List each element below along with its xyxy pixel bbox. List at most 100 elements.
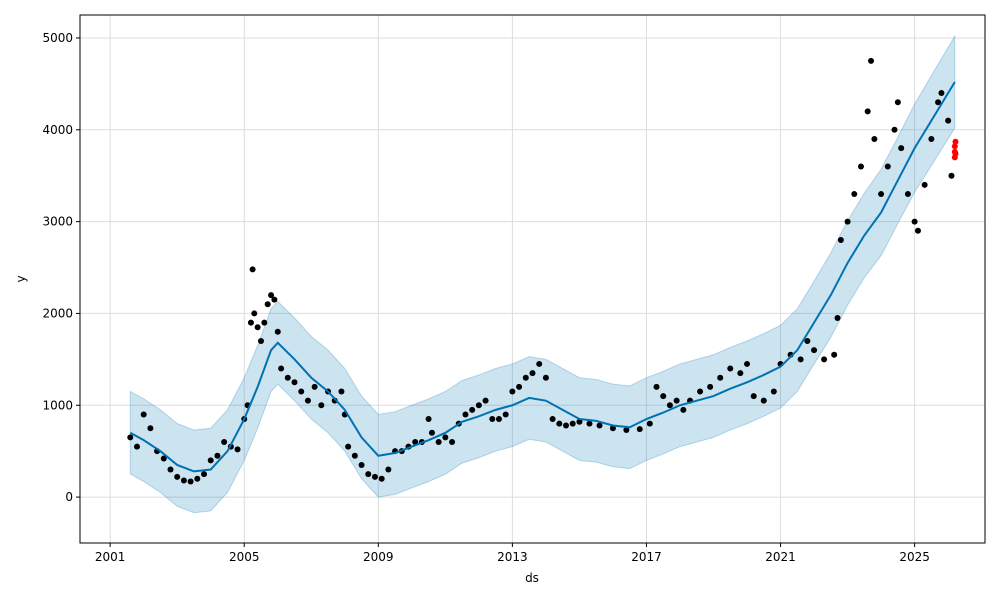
observed-point <box>569 420 576 427</box>
observed-point <box>697 388 704 395</box>
observed-point <box>760 397 767 404</box>
observed-point <box>914 227 921 234</box>
observed-point <box>365 471 372 478</box>
observed-point <box>938 90 945 97</box>
uncertainty-band <box>129 34 956 514</box>
observed-point <box>425 416 432 423</box>
observed-point <box>744 360 751 367</box>
forecast-line <box>129 81 956 473</box>
observed-point <box>797 356 804 363</box>
observed-point <box>442 434 449 441</box>
observed-point <box>502 411 509 418</box>
observed-point <box>529 370 536 377</box>
observed-point <box>180 477 187 484</box>
observed-point <box>750 393 757 400</box>
observed-point <box>737 370 744 377</box>
test-point <box>951 143 958 150</box>
observed-point <box>837 236 844 243</box>
observed-point <box>351 452 358 459</box>
observed-point <box>891 126 898 133</box>
observed-point <box>857 163 864 170</box>
observed-point <box>495 416 502 423</box>
observed-point <box>234 446 241 453</box>
x-axis: 2001 2005 2009 2013 2017 2021 2025 <box>95 543 930 564</box>
x-tick-label: 2001 <box>95 550 126 564</box>
observed-point <box>871 135 878 142</box>
observed-point <box>378 475 385 482</box>
observed-point <box>851 191 858 198</box>
observed-point <box>864 108 871 115</box>
observed-point <box>249 266 256 273</box>
plot-frame <box>79 14 986 544</box>
observed-point <box>673 397 680 404</box>
observed-point <box>304 397 311 404</box>
observed-point <box>462 411 469 418</box>
observed-point <box>311 383 318 390</box>
observed-point <box>251 310 258 317</box>
observed-point <box>542 374 549 381</box>
observed-point <box>646 420 653 427</box>
observed-point <box>576 418 583 425</box>
observed-point <box>207 457 214 464</box>
observed-point <box>707 383 714 390</box>
observed-point <box>928 135 935 142</box>
observed-point <box>428 429 435 436</box>
observed-point <box>868 57 875 64</box>
y-axis: 0 1000 2000 3000 4000 5000 <box>42 31 80 504</box>
observed-point <box>549 416 556 423</box>
observed-point <box>680 406 687 413</box>
observed-point <box>194 475 201 482</box>
observed-point <box>636 426 643 433</box>
observed-point <box>666 402 673 409</box>
observed-point <box>271 296 278 303</box>
x-tick-label: 2009 <box>363 550 394 564</box>
observed-point <box>261 319 268 326</box>
x-axis-label: ds <box>525 571 539 585</box>
observed-point <box>345 443 352 450</box>
observed-point <box>482 397 489 404</box>
observed-point <box>921 181 928 188</box>
x-tick-label: 2005 <box>229 550 260 564</box>
grid <box>80 15 985 543</box>
observed-point <box>449 438 456 445</box>
observed-point <box>284 374 291 381</box>
observed-point <box>516 383 523 390</box>
observed-point <box>770 388 777 395</box>
observed-point <box>469 406 476 413</box>
observed-point <box>264 301 271 308</box>
observed-point <box>274 328 281 335</box>
observed-point <box>140 411 147 418</box>
observed-point <box>727 365 734 372</box>
observed-point <box>911 218 918 225</box>
observed-point <box>821 356 828 363</box>
observed-point <box>258 337 264 344</box>
observed-point <box>563 422 570 429</box>
observed-point <box>536 360 543 367</box>
observed-point <box>254 324 261 331</box>
observed-point <box>522 374 529 381</box>
observed-point <box>556 420 563 427</box>
observed-point <box>385 466 392 473</box>
observed-point <box>904 191 911 198</box>
observed-point <box>609 425 616 432</box>
observed-point <box>717 374 724 381</box>
observed-point <box>894 99 901 106</box>
observed-point <box>127 434 134 441</box>
observed-point <box>358 461 365 468</box>
y-tick-label: 4000 <box>42 123 73 137</box>
observed-point <box>811 347 818 354</box>
test-points <box>951 138 959 161</box>
test-point <box>952 138 959 145</box>
y-tick-label: 5000 <box>42 31 73 45</box>
observed-point <box>623 427 630 434</box>
observed-point <box>247 319 254 326</box>
observed-point <box>660 393 667 400</box>
observed-point <box>214 452 221 459</box>
observed-point <box>653 383 660 390</box>
observed-point <box>884 163 891 170</box>
observed-point <box>201 471 208 478</box>
y-tick-label: 3000 <box>42 215 73 229</box>
observed-point <box>489 416 496 423</box>
observed-point <box>298 388 305 395</box>
observed-point <box>412 438 419 445</box>
